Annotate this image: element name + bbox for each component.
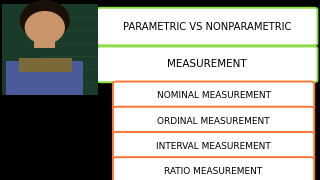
Text: PARAMETRIC VS NONPARAMETRIC: PARAMETRIC VS NONPARAMETRIC (123, 22, 292, 31)
Ellipse shape (25, 11, 65, 44)
FancyBboxPatch shape (113, 107, 314, 135)
FancyBboxPatch shape (6, 60, 83, 95)
FancyBboxPatch shape (19, 58, 72, 73)
Text: NOMINAL MEASUREMENT: NOMINAL MEASUREMENT (156, 91, 271, 100)
FancyBboxPatch shape (97, 46, 317, 82)
FancyBboxPatch shape (97, 8, 317, 45)
Ellipse shape (20, 0, 70, 40)
FancyBboxPatch shape (113, 157, 314, 180)
FancyBboxPatch shape (113, 132, 314, 161)
FancyBboxPatch shape (34, 34, 55, 48)
Text: MEASUREMENT: MEASUREMENT (167, 59, 247, 69)
FancyBboxPatch shape (2, 4, 98, 95)
Text: ORDINAL MEASUREMENT: ORDINAL MEASUREMENT (157, 117, 270, 126)
Text: RATIO MEASUREMENT: RATIO MEASUREMENT (164, 167, 263, 176)
FancyBboxPatch shape (113, 82, 314, 110)
Text: INTERVAL MEASUREMENT: INTERVAL MEASUREMENT (156, 142, 271, 151)
